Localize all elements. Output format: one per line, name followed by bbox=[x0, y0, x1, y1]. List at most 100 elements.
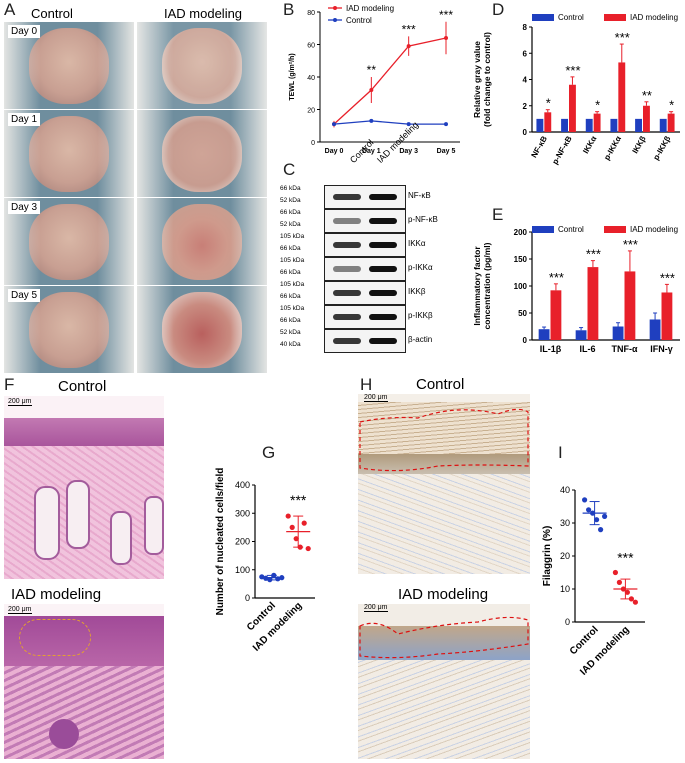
blot-band-control bbox=[333, 242, 361, 248]
data-point bbox=[612, 569, 618, 576]
bar bbox=[667, 113, 675, 132]
blot-strip bbox=[324, 185, 406, 209]
y-tick-label: 0 bbox=[245, 593, 250, 603]
blot-protein-label: p-IKKα bbox=[408, 263, 433, 272]
bar bbox=[544, 112, 552, 132]
blot-strip bbox=[324, 281, 406, 305]
y-axis-label: TEWL (g/m²/h) bbox=[289, 53, 296, 100]
data-point bbox=[305, 545, 311, 552]
y-tick-label: 100 bbox=[235, 565, 250, 575]
data-point bbox=[616, 579, 622, 585]
y-tick-label: 200 bbox=[235, 537, 250, 547]
y-axis-label: Inflammatory factor bbox=[472, 246, 482, 326]
blot-band-control bbox=[333, 266, 361, 272]
y-tick-label: 40 bbox=[307, 75, 315, 82]
blot-strip bbox=[324, 305, 406, 329]
panel-label-d: D bbox=[492, 0, 505, 19]
significance-mark: * bbox=[546, 96, 551, 111]
data-point bbox=[632, 599, 638, 605]
kda-marker: 66 kDa bbox=[280, 317, 301, 324]
significance-mark: *** bbox=[439, 8, 453, 22]
y-tick-label: 60 bbox=[307, 43, 315, 50]
kda-marker: 66 kDa bbox=[280, 209, 301, 216]
bar bbox=[561, 118, 568, 132]
y-tick-label: 50 bbox=[518, 309, 527, 318]
y-tick-label: 200 bbox=[514, 228, 528, 237]
data-point bbox=[586, 507, 592, 513]
bar bbox=[635, 118, 642, 132]
data-point bbox=[406, 44, 411, 49]
significance-mark: *** bbox=[565, 63, 580, 78]
data-point bbox=[406, 122, 411, 127]
data-point bbox=[598, 527, 604, 533]
x-tick-label: Day 0 bbox=[325, 148, 344, 155]
y-tick-label: 300 bbox=[235, 508, 250, 518]
bar bbox=[593, 113, 601, 132]
x-tick-label: Day 1 bbox=[362, 148, 381, 155]
significance-mark: *** bbox=[623, 237, 638, 252]
ihc-image-control: 200 μm bbox=[358, 394, 530, 574]
chart-e: 0 50 100 150 200 *** IL-1β *** IL-6 *** TNF-α *** IF… bbox=[472, 225, 680, 354]
significance-mark: *** bbox=[617, 550, 634, 566]
blot-band-iad bbox=[369, 314, 397, 320]
y-tick-label: 20 bbox=[560, 551, 570, 561]
panel-a-iad-header: IAD modeling bbox=[164, 6, 243, 21]
blot-band-control bbox=[333, 218, 361, 224]
bar bbox=[536, 118, 544, 132]
bar bbox=[661, 292, 673, 340]
bar bbox=[585, 118, 593, 132]
blot-band-iad bbox=[369, 290, 397, 296]
blot-strip bbox=[324, 233, 406, 257]
kda-marker: 66 kDa bbox=[280, 245, 301, 252]
photo-control-day3: Day 3 bbox=[4, 198, 134, 285]
photo-control-day0: Day 0 bbox=[4, 22, 134, 109]
scale-bar: 200 μm bbox=[8, 398, 32, 406]
y-tick-label: 10 bbox=[560, 584, 570, 594]
data-point bbox=[369, 88, 374, 92]
bar bbox=[610, 118, 618, 132]
panel-label-a: A bbox=[4, 0, 16, 19]
blot-protein-label: β-actin bbox=[408, 335, 433, 344]
panel-f-control-title: Control bbox=[58, 378, 107, 395]
y-axis-label: (fold change to control) bbox=[482, 32, 492, 127]
y-tick-label: 0 bbox=[565, 617, 570, 627]
bar bbox=[575, 330, 587, 340]
data-point bbox=[444, 36, 448, 40]
blot-strip bbox=[324, 329, 406, 353]
panel-label-e: E bbox=[492, 205, 504, 224]
y-tick-label: 4 bbox=[523, 76, 528, 85]
legend-swatch-iad bbox=[604, 14, 626, 21]
data-point bbox=[301, 520, 307, 526]
x-tick-label: IL-1β bbox=[540, 344, 562, 354]
panel-f-iad-title: IAD modeling bbox=[11, 586, 102, 603]
kda-marker: 66 kDa bbox=[280, 269, 301, 276]
panel-a-control-header: Control bbox=[31, 6, 73, 21]
chart-b: 0 20 40 60 80 Day 0 Day 1 Day 3 Day 5 TEWL (g/m²/… bbox=[289, 4, 460, 155]
photo-iad-day5 bbox=[137, 286, 267, 373]
day-label: Day 1 bbox=[8, 113, 41, 126]
legend-label-iad: IAD modeling bbox=[630, 13, 678, 22]
blot-band-iad bbox=[369, 338, 397, 344]
kda-marker: 52 kDa bbox=[280, 221, 301, 228]
legend-label-control: Control bbox=[346, 16, 372, 25]
x-tick-label: Day 5 bbox=[437, 148, 456, 155]
significance-mark: *** bbox=[402, 22, 416, 36]
western-blot: 66 kDa 52 kDa NF-κB 66 kDa 52 kDa p-NF-κB 105 … bbox=[280, 185, 460, 365]
blot-band-control bbox=[333, 194, 361, 200]
bar bbox=[649, 319, 661, 340]
y-tick-label: 0 bbox=[523, 336, 528, 345]
significance-mark: *** bbox=[586, 247, 601, 262]
data-point bbox=[369, 118, 374, 123]
data-point bbox=[602, 513, 608, 519]
significance-mark: ** bbox=[367, 63, 377, 77]
kda-marker: 52 kDa bbox=[280, 329, 301, 336]
legend-swatch-control bbox=[532, 14, 554, 21]
bar bbox=[624, 271, 636, 340]
y-tick-label: 40 bbox=[560, 485, 570, 495]
blot-protein-label: p-IKKβ bbox=[408, 311, 433, 320]
photo-iad-day1 bbox=[137, 110, 267, 197]
data-point bbox=[444, 122, 448, 127]
chart-d: 0 2 4 6 8 * NF-κB *** p-NF-κB * IKKα *** p-IKKα ** IKK… bbox=[472, 13, 680, 166]
x-tick-label: Day 3 bbox=[399, 148, 418, 155]
